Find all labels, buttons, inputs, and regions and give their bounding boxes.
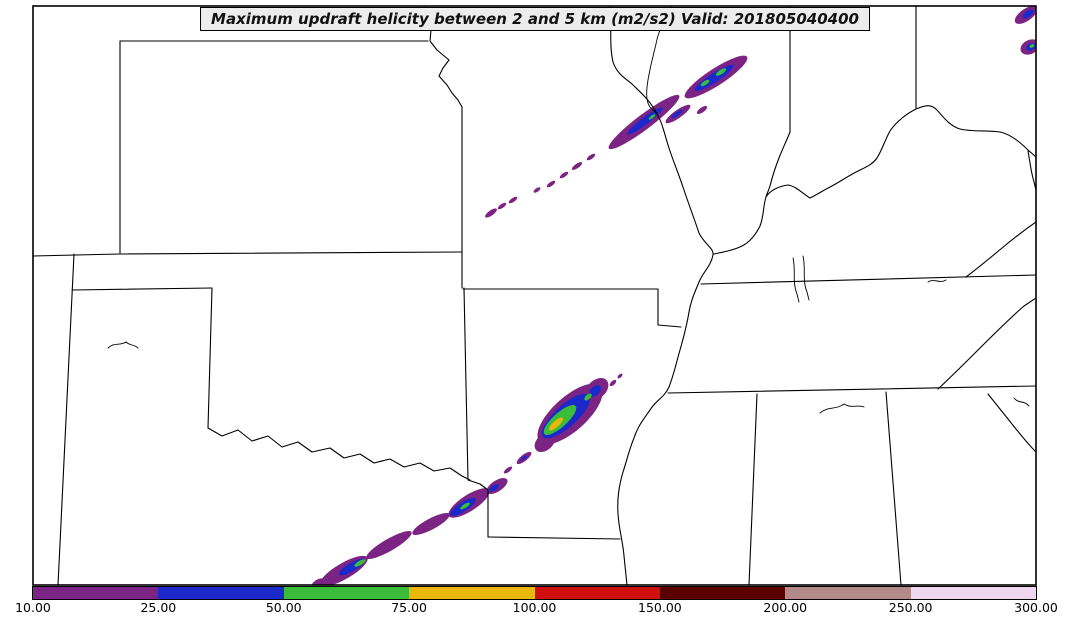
uh-cell <box>489 484 499 492</box>
illinois-river <box>646 6 673 115</box>
border-tn-south <box>667 385 1036 394</box>
border-mississippi-river <box>609 6 714 585</box>
uh-swath-top-right <box>1014 6 1036 55</box>
colorbar-segment <box>409 587 535 599</box>
uh-cell <box>497 202 507 210</box>
uh-cell <box>366 531 412 559</box>
uh-cell <box>648 114 656 120</box>
colorbar-tick-label: 75.00 <box>391 600 428 615</box>
border-al-ga <box>885 391 902 585</box>
border-ky-va <box>965 221 1036 278</box>
colorbar-tick-label: 300.00 <box>1014 600 1058 615</box>
colorbar-segment <box>534 587 660 599</box>
border-tx-ok-100w <box>207 287 213 429</box>
uh-cell <box>485 208 497 218</box>
border-tn-nc <box>937 297 1036 390</box>
border-red-river <box>207 427 471 481</box>
basemap-layer <box>33 6 1036 585</box>
map-frame <box>32 5 1037 586</box>
uh-cell <box>503 466 513 474</box>
uh-swath-oklahoma-arkansas <box>311 373 623 585</box>
colorbar-tick-label: 10.00 <box>15 600 51 615</box>
colorbar-segment <box>158 587 284 599</box>
uh-cell <box>508 196 518 204</box>
colorbar-segment <box>33 587 159 599</box>
border-ky-tn <box>700 274 1036 285</box>
uh-cell <box>1022 9 1034 19</box>
uh-swaths-layer <box>311 6 1036 585</box>
uh-cell <box>1029 44 1035 48</box>
uh-cell <box>521 455 527 461</box>
lake-barkley <box>802 255 810 301</box>
border-ga-sc <box>987 393 1036 453</box>
uh-cell <box>617 373 623 379</box>
border-ky-wv <box>1027 150 1036 191</box>
uh-cell <box>549 417 563 431</box>
uh-cell <box>546 180 556 188</box>
uh-cell <box>627 107 663 135</box>
uh-cell <box>586 153 596 161</box>
uh-cell <box>354 559 366 567</box>
colorbar-segment <box>283 587 410 599</box>
colorbar-tick-label: 200.00 <box>763 600 808 615</box>
uh-cell <box>571 162 583 170</box>
uh-cell <box>609 379 617 387</box>
border-la-ar <box>487 536 621 540</box>
border-tx-ar <box>467 479 489 538</box>
border-ok-ar <box>463 287 469 481</box>
uh-cell <box>715 68 727 76</box>
uh-cell <box>460 502 470 510</box>
lake-meredith-canadian-river <box>107 341 139 349</box>
uh-cell <box>696 106 708 114</box>
border-mo-ar-bootheel <box>462 288 682 328</box>
uh-swath-missouri-illinois <box>485 55 748 218</box>
hartwell-lake <box>1013 397 1030 407</box>
uh-cell <box>588 385 602 397</box>
colorbar-segment <box>910 587 1036 599</box>
colorbar-tick-label: 150.00 <box>638 600 682 615</box>
colorbar-segment <box>785 587 911 599</box>
colorbar <box>32 586 1037 600</box>
uh-cell <box>671 109 683 119</box>
border-ok-panhandle-south <box>71 287 213 291</box>
uh-cell <box>533 187 541 193</box>
colorbar-tick-label: 250.00 <box>888 600 933 615</box>
plot-title: Maximum updraft helicity between 2 and 5… <box>200 7 870 31</box>
colorbar-tick-label: 50.00 <box>265 600 302 615</box>
colorbar-tick-label: 25.00 <box>140 600 177 615</box>
border-wabash-river <box>765 131 791 198</box>
uh-cell <box>700 79 710 87</box>
uh-cell <box>584 393 592 401</box>
border-37n <box>33 251 463 257</box>
uh-cell <box>559 171 569 179</box>
colorbar-tick-labels: 10.00 25.00 50.00 75.00 100.00 150.00 20… <box>15 600 1058 618</box>
tennessee-river-bend <box>819 403 865 414</box>
kentucky-lake <box>792 257 800 303</box>
cumberland-lake <box>927 279 947 283</box>
uh-cell <box>412 513 450 535</box>
border-ohio-river <box>713 105 1036 255</box>
colorbar-segment <box>659 587 786 599</box>
border-ms-al <box>748 393 758 585</box>
border-nm-tx <box>57 253 75 585</box>
colorbar-tick-label: 100.00 <box>512 600 557 615</box>
